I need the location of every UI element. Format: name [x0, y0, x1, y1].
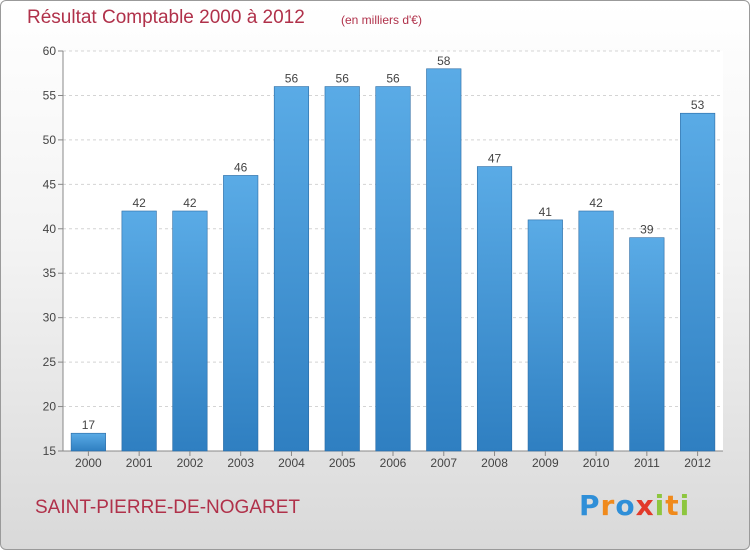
data-label-2001: 42	[132, 196, 146, 210]
logo-letter: i	[679, 489, 691, 522]
x-tick-label-2002: 2002	[177, 456, 204, 470]
bar-2012	[680, 112, 716, 452]
logo-letter: P	[579, 489, 601, 522]
data-label-2005: 56	[336, 72, 350, 86]
bar-2004	[273, 86, 310, 452]
bar-2006	[375, 86, 411, 452]
commune-name: SAINT-PIERRE-DE-NOGARET	[35, 497, 300, 518]
x-tick-label-2007: 2007	[430, 456, 457, 470]
y-tick-label: 35	[43, 266, 57, 280]
y-tick-label: 25	[43, 355, 57, 369]
logo-letter: x	[635, 489, 655, 522]
y-tick-label: 15	[43, 444, 57, 458]
data-label-2007: 58	[437, 54, 451, 68]
y-tick-label: 55	[43, 88, 57, 102]
bar-2002	[172, 210, 208, 452]
y-tick-label: 45	[43, 177, 57, 191]
x-tick-label-2001: 2001	[126, 456, 153, 470]
chart-title: Résultat Comptable 2000 à 2012	[27, 7, 305, 28]
x-tick-label-2004: 2004	[278, 456, 305, 470]
data-label-2011: 39	[640, 223, 654, 237]
data-label-2003: 46	[234, 160, 248, 174]
data-label-2006: 56	[386, 72, 400, 86]
x-tick-label-2012: 2012	[684, 456, 711, 470]
bar-2003	[223, 175, 259, 452]
data-label-2009: 41	[539, 205, 553, 219]
x-tick-label-2009: 2009	[532, 456, 559, 470]
data-label-2002: 42	[183, 196, 197, 210]
bar-2005	[324, 86, 360, 452]
x-tick-label-2011: 2011	[634, 456, 660, 470]
y-tick-label: 60	[43, 44, 57, 58]
x-tick-label-2006: 2006	[380, 456, 407, 470]
bar-2000	[70, 432, 106, 452]
bar-2001	[121, 210, 157, 452]
x-tick-label-2003: 2003	[227, 456, 254, 470]
y-tick-label: 50	[43, 133, 57, 147]
logo-letter: i	[654, 489, 666, 522]
logo-letter: t	[665, 489, 680, 522]
y-tick-label: 20	[43, 400, 57, 414]
data-label-2004: 56	[285, 72, 299, 86]
bar-2008	[476, 166, 513, 452]
bar-2009	[527, 219, 563, 452]
logo-letter: r	[600, 489, 616, 522]
chart-subtitle: (en milliers d'€)	[341, 13, 422, 27]
bar-2011	[629, 237, 665, 452]
logo-letter: o	[615, 489, 636, 522]
proxiti-logo: Proxiti	[579, 489, 690, 522]
x-tick-label-2000: 2000	[75, 456, 102, 470]
y-tick-label: 40	[43, 222, 57, 236]
x-tick-label-2005: 2005	[329, 456, 356, 470]
data-label-2010: 42	[589, 196, 603, 210]
bar-2007	[426, 68, 462, 452]
x-tick-label-2010: 2010	[583, 456, 610, 470]
x-tick-label-2008: 2008	[481, 456, 508, 470]
bar-2010	[578, 210, 614, 452]
y-tick-label: 30	[43, 311, 57, 325]
data-label-2008: 47	[488, 152, 502, 166]
data-label-2000: 17	[82, 418, 96, 432]
data-label-2012: 53	[691, 98, 705, 112]
